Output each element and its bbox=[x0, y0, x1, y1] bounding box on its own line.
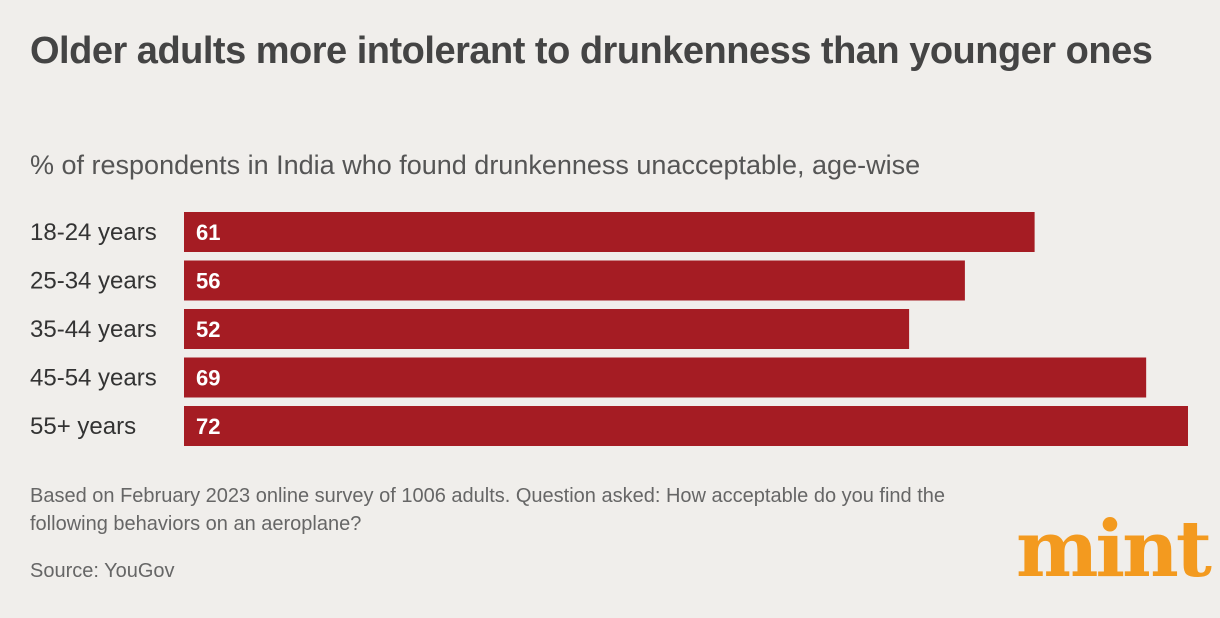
source-credit: Source: YouGov bbox=[30, 560, 175, 582]
bar bbox=[184, 309, 910, 349]
data-label: 61 bbox=[196, 220, 220, 245]
chart-title: Older adults more intolerant to drunkenn… bbox=[30, 30, 1153, 72]
category-label: 25-34 years bbox=[30, 268, 157, 295]
bar bbox=[184, 357, 1147, 398]
survey-footnote: Based on February 2023 online survey of … bbox=[30, 485, 946, 535]
chart-subtitle: % of respondents in India who found drun… bbox=[30, 150, 921, 180]
category-label: 18-24 years bbox=[30, 219, 157, 246]
bar bbox=[184, 260, 965, 301]
data-label: 52 bbox=[196, 317, 220, 342]
bar-chart: 18-24 years 61 25-34 years 56 35-44 years 52 4… bbox=[30, 212, 1188, 446]
category-label: 55+ years bbox=[30, 413, 136, 440]
mint-logo: mint bbox=[1016, 504, 1212, 595]
bar bbox=[184, 212, 1035, 252]
data-label: 56 bbox=[196, 269, 220, 294]
data-label: 72 bbox=[196, 414, 220, 439]
category-label: 45-54 years bbox=[30, 365, 157, 392]
bar bbox=[184, 406, 1188, 446]
data-label: 69 bbox=[196, 366, 220, 391]
category-label: 35-44 years bbox=[30, 316, 157, 343]
